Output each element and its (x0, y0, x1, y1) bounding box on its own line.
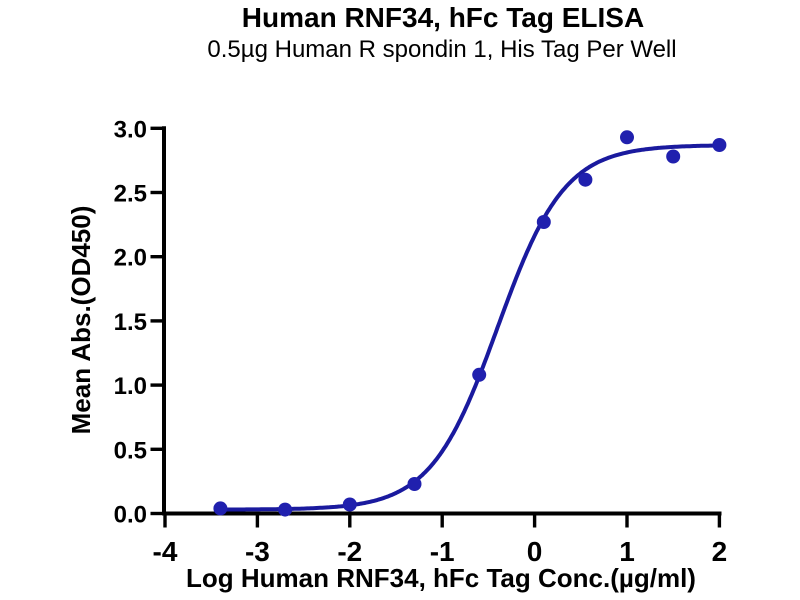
data-point (213, 501, 228, 516)
x-tick-label: -2 (337, 536, 362, 567)
x-tick-label: 2 (712, 536, 728, 567)
data-point (278, 502, 293, 517)
data-point (666, 149, 681, 164)
data-point (536, 215, 551, 229)
axes: -4 -3 -2 -1 0 1 2 0.0 0.5 1.0 1.5 2.0 2.5 3.0 (114, 116, 728, 567)
y-tick-label: 2.5 (114, 181, 147, 208)
x-axis-label: Log Human RNF34, hFc Tag Conc.(µg/ml) (186, 563, 696, 593)
y-tick-label: 1.0 (114, 373, 147, 400)
x-tick-label: -4 (153, 536, 178, 567)
y-tick-label: 2.0 (114, 245, 147, 272)
data-point (578, 172, 593, 187)
x-tick-label: 0 (527, 536, 543, 567)
data-point (620, 130, 634, 145)
plot-series (213, 130, 727, 517)
x-tick-label: 1 (619, 536, 635, 567)
y-tick-label: 0.5 (114, 437, 147, 464)
y-tick-label: 3.0 (114, 116, 147, 143)
x-tick-label: -3 (245, 536, 270, 567)
data-point (712, 138, 727, 152)
x-tick-label: -1 (430, 536, 455, 567)
data-point (472, 367, 487, 382)
data-point (342, 497, 357, 512)
chart-title: Human RNF34, hFc Tag ELISA (242, 2, 644, 33)
data-point (407, 477, 422, 491)
y-tick-label: 0.0 (114, 502, 147, 529)
chart-subtitle: 0.5µg Human R spondin 1, His Tag Per Wel… (207, 36, 676, 63)
fit-curve-line (218, 143, 722, 512)
y-axis-label: Mean Abs.(OD450) (66, 206, 96, 435)
y-tick-label: 1.5 (114, 309, 147, 336)
